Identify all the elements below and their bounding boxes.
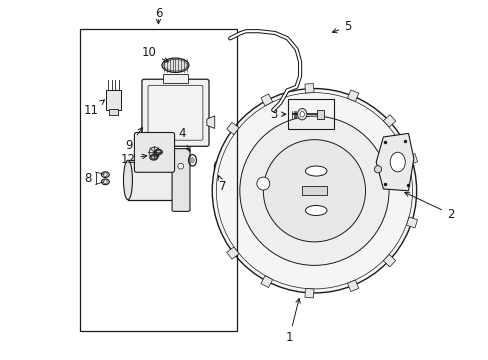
Polygon shape	[226, 122, 239, 135]
Text: 12: 12	[120, 153, 146, 166]
Ellipse shape	[149, 155, 158, 160]
Bar	[106, 90, 121, 110]
FancyBboxPatch shape	[142, 79, 208, 146]
Ellipse shape	[300, 112, 304, 117]
Polygon shape	[206, 116, 214, 129]
Bar	[128, 160, 185, 200]
Text: 5: 5	[332, 20, 351, 33]
Text: 3: 3	[269, 108, 285, 121]
Circle shape	[178, 163, 183, 169]
Bar	[80, 30, 237, 330]
Ellipse shape	[101, 179, 109, 185]
Polygon shape	[383, 115, 395, 127]
Ellipse shape	[305, 206, 326, 216]
Polygon shape	[347, 90, 358, 102]
Bar	[287, 99, 334, 130]
Text: 7: 7	[218, 176, 225, 193]
Circle shape	[263, 140, 365, 242]
Ellipse shape	[154, 149, 162, 155]
Text: 8: 8	[84, 172, 91, 185]
Polygon shape	[406, 154, 417, 165]
FancyBboxPatch shape	[134, 132, 174, 172]
Circle shape	[149, 147, 160, 158]
Bar	[317, 109, 323, 119]
Ellipse shape	[162, 58, 188, 72]
Polygon shape	[347, 280, 358, 292]
Ellipse shape	[101, 172, 109, 177]
Polygon shape	[305, 84, 313, 93]
Text: 10: 10	[142, 46, 168, 62]
Circle shape	[103, 173, 107, 176]
Text: 9: 9	[125, 127, 142, 152]
Ellipse shape	[182, 165, 188, 195]
Text: 4: 4	[178, 127, 190, 151]
Ellipse shape	[123, 160, 132, 200]
Circle shape	[239, 116, 388, 265]
Bar	[163, 74, 187, 83]
Text: 1: 1	[285, 298, 300, 344]
Ellipse shape	[190, 157, 194, 163]
Ellipse shape	[156, 150, 161, 153]
Polygon shape	[383, 255, 395, 267]
Ellipse shape	[151, 156, 156, 159]
Polygon shape	[226, 247, 239, 259]
Polygon shape	[375, 134, 413, 191]
Polygon shape	[305, 289, 313, 298]
Text: 2: 2	[404, 192, 453, 221]
Circle shape	[374, 166, 381, 173]
Circle shape	[103, 180, 107, 184]
Bar	[301, 186, 326, 195]
Text: 6: 6	[154, 7, 162, 20]
Text: 11: 11	[83, 100, 104, 117]
Circle shape	[212, 89, 416, 293]
Ellipse shape	[297, 108, 306, 120]
Circle shape	[256, 177, 269, 190]
Polygon shape	[260, 276, 272, 288]
Ellipse shape	[305, 166, 326, 176]
Polygon shape	[406, 217, 417, 228]
Polygon shape	[260, 94, 272, 106]
FancyBboxPatch shape	[172, 149, 190, 211]
Ellipse shape	[389, 152, 405, 172]
Bar	[109, 109, 118, 116]
